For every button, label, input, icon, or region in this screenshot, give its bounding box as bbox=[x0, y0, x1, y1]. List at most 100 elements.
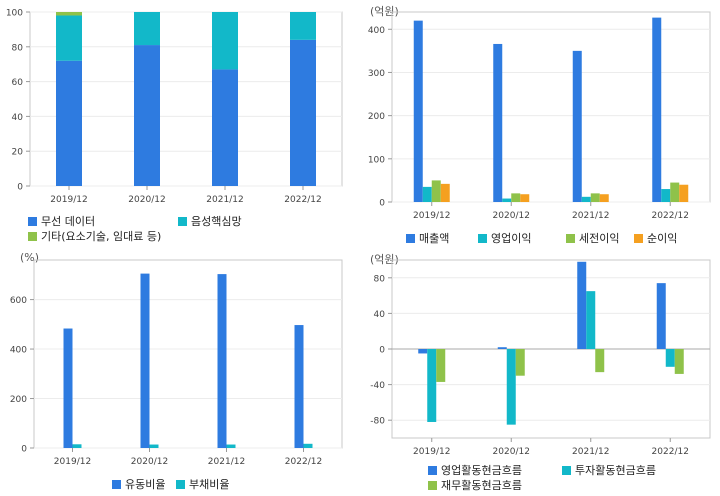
bar-영업이익-2022/12 bbox=[661, 189, 671, 202]
legend-item-세전이익[interactable]: 세전이익 bbox=[566, 230, 619, 246]
bar-부채비율-2019/12 bbox=[72, 444, 82, 448]
bar-세전이익-2019/12 bbox=[431, 180, 441, 202]
legend-item-유동비율[interactable]: 유동비율 bbox=[112, 476, 165, 492]
legend-swatch bbox=[406, 234, 415, 243]
bar-유동비율-2021/12 bbox=[217, 274, 227, 448]
bar-영업활동현금흐름-2021/12 bbox=[577, 261, 587, 349]
y-tick-label: 60 bbox=[12, 78, 24, 88]
x-tick-label: 2022/12 bbox=[284, 195, 321, 205]
legend-item-투자활동현금흐름[interactable]: 투자활동현금흐름 bbox=[562, 462, 656, 478]
x-tick-label: 2020/12 bbox=[493, 211, 530, 221]
legend-swatch bbox=[428, 466, 437, 475]
legend-swatch bbox=[112, 480, 121, 489]
y-tick-label: 100 bbox=[6, 9, 23, 19]
bar-세전이익-2020/12 bbox=[511, 193, 521, 202]
legend-item-무선-데이터[interactable]: 무선 데이터 bbox=[28, 213, 95, 229]
legend-item-영업활동현금흐름[interactable]: 영업활동현금흐름 bbox=[428, 462, 522, 478]
legend-item-부채비율[interactable]: 부채비율 bbox=[176, 476, 229, 492]
chart-panel-ratios: (%) 0 200 400 600 2019/12 2020/12 2021/12 2022/… bbox=[0, 248, 360, 496]
bar-투자활동현금흐름-2021/12 bbox=[586, 291, 596, 349]
bar-재무활동현금흐름-2022/12 bbox=[674, 349, 684, 374]
y-tick-label: 0 bbox=[21, 445, 27, 455]
legend-swatch bbox=[566, 234, 575, 243]
bar-부채비율-2022/12 bbox=[303, 443, 313, 448]
y-tick-label: 0 bbox=[379, 346, 385, 356]
bar-순이익-2020/12 bbox=[520, 194, 530, 202]
bar-세전이익-2021/12 bbox=[590, 193, 600, 202]
legend-swatch bbox=[28, 232, 37, 241]
legend-swatch bbox=[634, 234, 643, 243]
bar-음성핵심망-2019/12 bbox=[56, 15, 82, 61]
x-tick-label: 2019/12 bbox=[413, 447, 450, 457]
y-tick-label: 200 bbox=[10, 395, 27, 405]
chart-panel-cashflow: (억원) -80 -40 0 40 80 2019/12 2020/12 2021/12 202… bbox=[360, 248, 720, 496]
composition-chart: 0 20 40 60 80 100 2019/12 2020/12 2021/12 2022/12 bbox=[6, 9, 343, 205]
income-legend: 매출액 영업이익 세전이익 순이익 bbox=[406, 230, 706, 246]
y-tick-label: 20 bbox=[12, 148, 24, 158]
x-tick-label: 2021/12 bbox=[572, 447, 609, 457]
legend-label: 투자활동현금흐름 bbox=[575, 464, 656, 477]
bar-무선-데이터-2019/12 bbox=[56, 60, 82, 186]
legend-item-기타-요소기술-임대료-등[interactable]: 기타(요소기술, 임대료 등) bbox=[28, 228, 161, 244]
y-tick-label: 0 bbox=[17, 183, 23, 193]
legend-swatch bbox=[478, 234, 487, 243]
bar-매출액-2022/12 bbox=[652, 17, 662, 203]
bar-무선-데이터-2021/12 bbox=[212, 69, 238, 186]
legend-label: 순이익 bbox=[647, 232, 678, 245]
bar-유동비율-2022/12 bbox=[294, 325, 304, 448]
legend-swatch bbox=[562, 466, 571, 475]
y-tick-label: 400 bbox=[368, 26, 385, 36]
x-tick-label: 2021/12 bbox=[206, 195, 243, 205]
y-tick-label: 300 bbox=[368, 69, 385, 79]
bar-영업활동현금흐름-2019/12 bbox=[418, 349, 428, 354]
legend-item-순이익[interactable]: 순이익 bbox=[634, 230, 677, 246]
legend-swatch bbox=[176, 480, 185, 489]
legend-item-음성핵심망[interactable]: 음성핵심망 bbox=[178, 213, 242, 229]
legend-label: 유동비율 bbox=[125, 478, 166, 491]
bar-재무활동현금흐름-2020/12 bbox=[515, 349, 525, 376]
legend-swatch bbox=[178, 217, 187, 226]
bar-영업이익-2021/12 bbox=[581, 196, 591, 202]
y-tick-label: 80 bbox=[12, 43, 24, 53]
chart-panel-composition: 0 20 40 60 80 100 2019/12 2020/12 2021/12 2022/12… bbox=[0, 0, 360, 248]
legend-item-매출액[interactable]: 매출액 bbox=[406, 230, 449, 246]
bar-매출액-2019/12 bbox=[413, 20, 423, 202]
legend-label: 기타(요소기술, 임대료 등) bbox=[41, 230, 162, 243]
y-tick-label: -80 bbox=[370, 417, 385, 427]
x-tick-label: 2020/12 bbox=[131, 457, 168, 467]
bar-순이익-2021/12 bbox=[599, 194, 609, 202]
x-tick-label: 2022/12 bbox=[285, 457, 322, 467]
legend-item-영업이익[interactable]: 영업이익 bbox=[478, 230, 531, 246]
y-tick-label: 40 bbox=[374, 310, 386, 320]
x-tick-label: 2019/12 bbox=[50, 195, 87, 205]
bar-영업활동현금흐름-2022/12 bbox=[656, 283, 666, 349]
bar-세전이익-2022/12 bbox=[670, 182, 680, 202]
bar-부채비율-2020/12 bbox=[149, 444, 159, 448]
income-chart: 0 100 200 300 400 2019/12 2020/12 2021/12 2022/1… bbox=[368, 11, 711, 221]
bar-음성핵심망-2020/12 bbox=[134, 12, 160, 46]
bar-영업이익-2020/12 bbox=[502, 198, 512, 202]
y-tick-label: 400 bbox=[10, 346, 27, 356]
y-tick-label: 0 bbox=[379, 199, 385, 209]
bar-유동비율-2020/12 bbox=[140, 273, 150, 448]
bar-유동비율-2019/12 bbox=[63, 328, 73, 448]
bar-투자활동현금흐름-2022/12 bbox=[665, 349, 675, 367]
x-tick-label: 2022/12 bbox=[652, 447, 689, 457]
legend-label: 영업활동현금흐름 bbox=[441, 464, 522, 477]
bar-음성핵심망-2021/12 bbox=[212, 12, 238, 70]
legend-swatch bbox=[428, 481, 437, 490]
legend-item-재무활동현금흐름[interactable]: 재무활동현금흐름 bbox=[428, 477, 522, 493]
legend-label: 재무활동현금흐름 bbox=[441, 479, 522, 492]
legend-label: 음성핵심망 bbox=[191, 215, 242, 228]
y-tick-label: 40 bbox=[12, 113, 24, 123]
y-tick-label: 100 bbox=[368, 155, 385, 165]
legend-label: 무선 데이터 bbox=[41, 215, 96, 228]
bar-영업이익-2019/12 bbox=[422, 186, 432, 202]
bar-투자활동현금흐름-2020/12 bbox=[506, 349, 516, 425]
legend-label: 영업이익 bbox=[491, 232, 532, 245]
bar-매출액-2021/12 bbox=[572, 50, 582, 203]
x-tick-label: 2019/12 bbox=[413, 211, 450, 221]
x-tick-label: 2019/12 bbox=[54, 457, 91, 467]
legend-label: 부채비율 bbox=[189, 478, 230, 491]
